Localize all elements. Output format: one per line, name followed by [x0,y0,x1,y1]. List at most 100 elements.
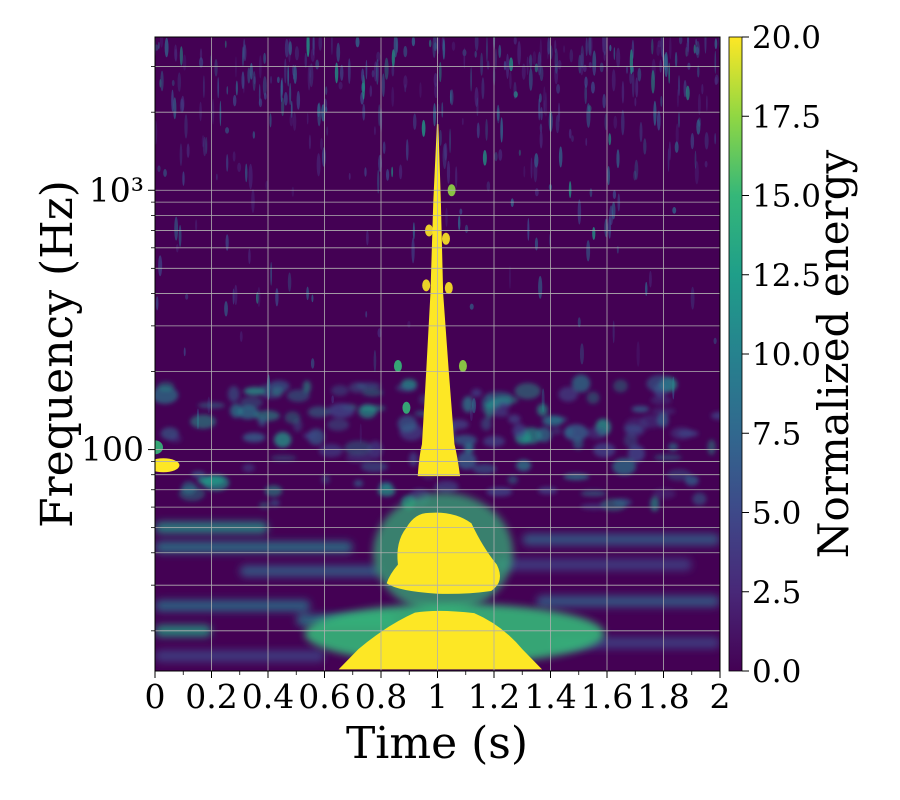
noise-streak [331,395,335,404]
noise-blob [348,382,366,393]
noise-streak [530,157,533,179]
noise-streak [612,190,617,199]
noise-streak [635,77,639,98]
noise-blob [485,400,501,410]
noise-streak [690,132,695,150]
noise-streak [184,114,188,139]
noise-streak [528,67,533,91]
noise-blob [361,388,384,397]
noise-streak [569,49,574,63]
noise-blob [227,385,240,403]
noise-streak [432,37,436,58]
noise-streak [310,358,315,369]
noise-streak [714,50,717,74]
noise-blob [652,488,676,499]
noise-streak [592,66,596,75]
noise-streak [685,42,690,57]
noise-streak [678,37,683,45]
noise-streak [225,127,230,134]
noise-blob [586,426,608,440]
noise-streak [159,78,162,88]
noise-streak [675,123,679,146]
noise-streak [653,100,657,126]
chirp-speckle [422,279,431,292]
noise-blob [197,476,225,486]
noise-blob [331,385,349,397]
noise-streak [496,104,500,121]
noise-streak [270,75,273,84]
noise-streak [621,80,625,104]
noise-blob [657,412,669,428]
noise-blob [650,395,672,405]
noise-streak [543,86,546,113]
noise-blob [303,432,318,440]
noise-blob [344,440,373,456]
noise-streak [377,328,382,338]
noise-blob [286,389,310,402]
noise-blob [537,486,558,495]
noise-blob [360,404,386,412]
noise-streak [539,130,543,149]
noise-streak [476,122,480,139]
noise-streak [518,149,521,156]
noise-streak [257,286,261,307]
noise-streak [283,92,288,106]
x-tick-label: 1.6 [581,677,633,716]
noise-streak [529,54,533,69]
noise-streak [510,198,514,207]
noise-streak [306,37,310,58]
noise-streak [405,139,409,161]
noise-streak [579,343,584,365]
noise-streak [526,56,529,76]
noise-streak [371,69,375,78]
noise-streak [316,153,321,177]
y-tick-label: 100 [81,430,144,469]
x-tick-label: 0.6 [298,677,350,716]
noise-streak [288,41,293,56]
noise-streak [486,181,491,192]
noise-streak [179,98,184,114]
noise-streak [309,69,312,78]
noise-blob [667,442,679,452]
noise-streak [265,180,269,190]
noise-streak [577,317,581,328]
x-axis: 0 0.2 0.4 0.6 0.8 1 1.2 1.4 1.6 1.8 2 [145,671,731,716]
noise-streak [495,48,497,70]
noise-streak [588,37,592,56]
x-tick-label: 1.2 [468,677,520,716]
noise-streak [657,40,661,48]
noise-streak [365,59,368,80]
noise-blob [318,443,343,458]
low-freq-band [536,595,720,608]
noise-blob [563,473,590,481]
noise-blob [270,455,297,462]
noise-streak [232,151,236,162]
noise-streak [659,59,662,73]
noise-streak [571,135,574,142]
noise-streak [714,133,717,145]
noise-streak [547,37,551,55]
noise-streak [634,97,637,107]
noise-blob [462,396,474,413]
noise-streak [226,154,229,172]
noise-streak [251,189,255,214]
noise-streak [359,423,362,444]
noise-streak [421,119,426,137]
noise-streak [704,160,708,168]
noise-streak [428,39,432,48]
noise-streak [412,113,417,130]
noise-streak [412,222,415,240]
noise-streak [249,62,253,80]
chirp-speckle [402,401,411,414]
noise-streak [534,188,539,197]
noise-streak [694,150,697,169]
noise-streak [674,51,678,68]
noise-streak [326,126,329,136]
noise-streak [586,240,591,262]
noise-streak [539,123,543,133]
noise-streak [538,275,543,299]
noise-streak [317,103,320,118]
noise-streak [616,149,620,169]
noise-streak [391,86,395,107]
